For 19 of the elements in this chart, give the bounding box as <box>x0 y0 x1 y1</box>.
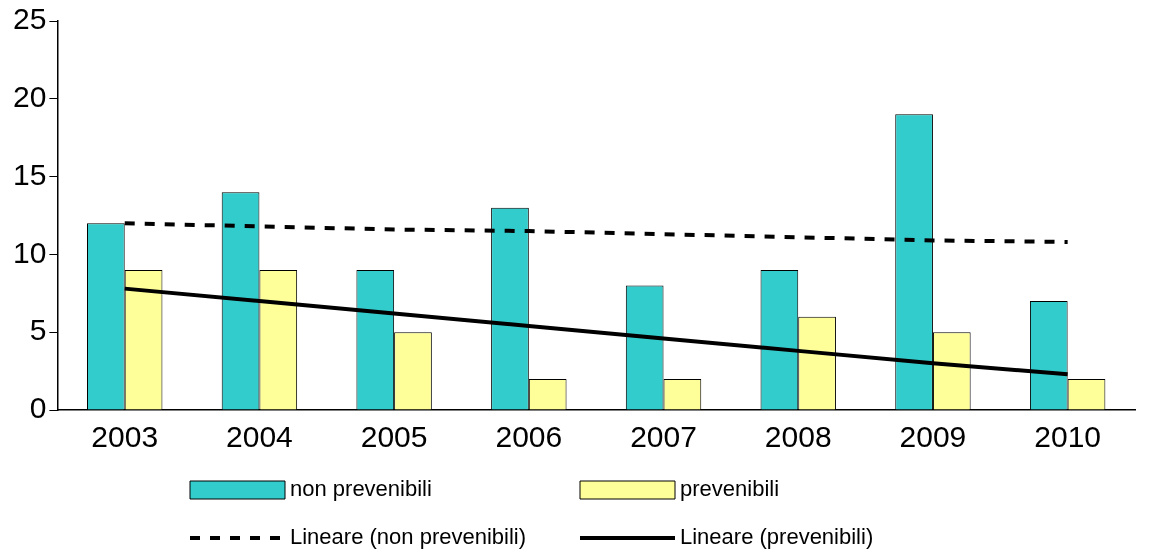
x-tick-label: 2008 <box>764 420 832 454</box>
line-series <box>122 221 1070 244</box>
y-tick-label: 15 <box>12 157 47 191</box>
x-tick-label: 2010 <box>1034 420 1102 454</box>
x-tick-label: 2006 <box>495 420 563 454</box>
legend-label: Lineare (non prevenibili) <box>290 524 527 550</box>
y-tick-label: 20 <box>12 80 47 114</box>
x-tick-label: 2003 <box>91 420 159 454</box>
x-tick-label: 2004 <box>226 420 293 454</box>
legend-label: prevenibili <box>680 476 780 502</box>
y-tick-label: 25 <box>12 2 47 36</box>
legend-label: non prevenibili <box>290 476 432 502</box>
x-tick-label: 2005 <box>360 420 428 454</box>
legend-label: Lineare (prevenibili) <box>680 524 874 550</box>
y-tick-label: 10 <box>12 235 47 269</box>
y-tick-label: 5 <box>29 313 47 347</box>
y-tick-label: 0 <box>29 391 47 425</box>
x-tick-label: 2007 <box>630 420 697 454</box>
x-tick-label: 2009 <box>899 420 967 454</box>
